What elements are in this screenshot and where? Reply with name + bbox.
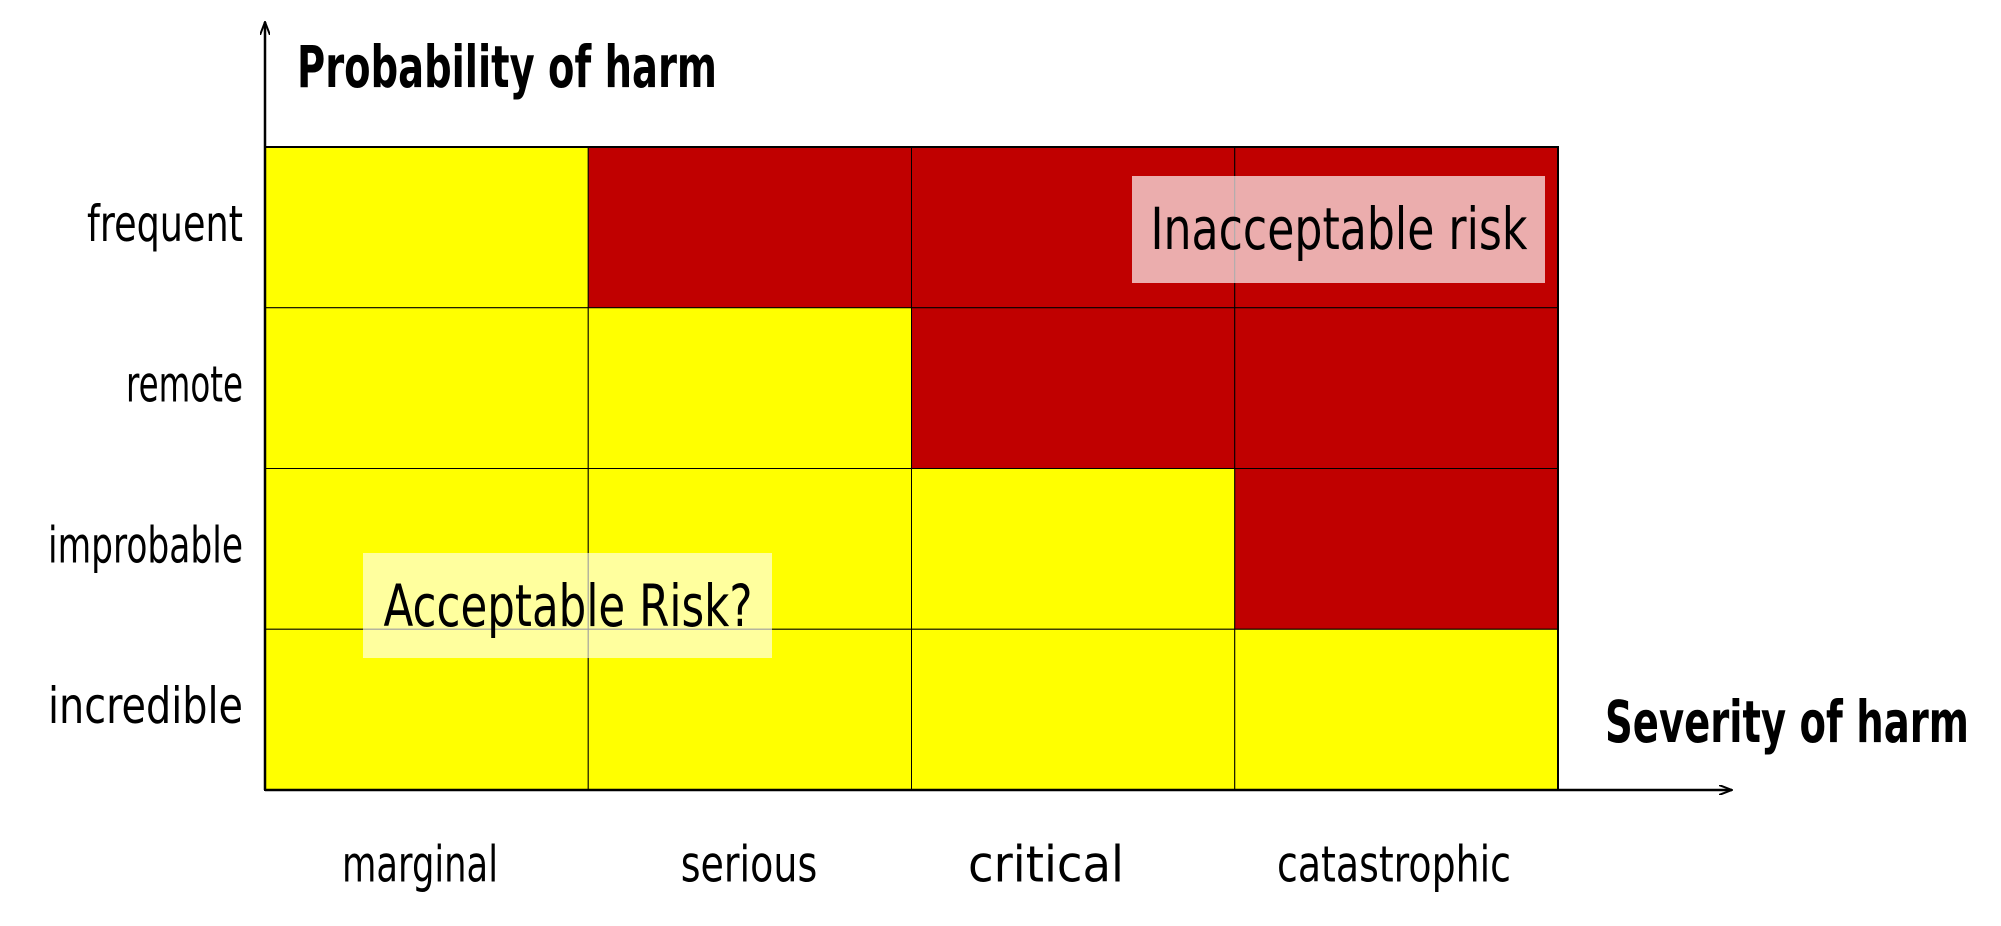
row-label: remote — [126, 356, 243, 414]
annotation: Acceptable Risk? — [384, 572, 753, 640]
cell — [911, 468, 1236, 630]
x-axis-label: Severity of harm — [1605, 688, 1969, 756]
column-label: serious — [681, 836, 818, 894]
cell — [264, 307, 589, 469]
cell — [1234, 307, 1559, 469]
column-label: critical — [968, 836, 1124, 894]
cell — [1234, 628, 1559, 791]
row-label: incredible — [48, 677, 243, 735]
annotation-box — [1132, 176, 1545, 283]
cell — [911, 307, 1236, 469]
cell — [587, 146, 912, 309]
cell — [587, 307, 912, 469]
row-label: frequent — [87, 195, 243, 253]
cell — [911, 628, 1236, 791]
annotation: Inacceptable risk — [1151, 195, 1528, 263]
row-label: improbable — [48, 516, 243, 574]
cell — [264, 146, 589, 309]
y-axis-label: Probability of harm — [297, 33, 717, 101]
column-label: marginal — [342, 836, 498, 894]
annotation-box — [363, 553, 772, 658]
cell — [1234, 468, 1559, 630]
column-label: catastrophic — [1277, 836, 1511, 894]
